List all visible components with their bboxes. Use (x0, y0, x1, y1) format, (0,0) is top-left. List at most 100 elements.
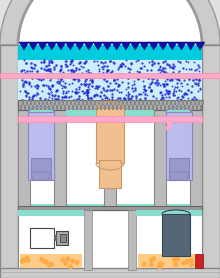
Point (64, 59, 68, 63)
Point (84, 58, 88, 63)
Polygon shape (28, 42, 38, 50)
Point (104, 95, 107, 100)
Point (54, 88, 57, 93)
Circle shape (42, 259, 47, 264)
Point (69, 94, 73, 98)
Point (90, 95, 93, 100)
Point (149, 88, 153, 93)
Point (70, 89, 74, 93)
Point (49, 67, 52, 71)
Bar (20, 254, 82, 268)
Point (88, 82, 91, 86)
Point (30, 64, 33, 69)
Point (72, 98, 76, 103)
Polygon shape (102, 42, 112, 50)
Point (84, 77, 88, 81)
Point (60, 95, 63, 99)
Point (48, 77, 52, 82)
Point (197, 69, 201, 73)
Point (90, 78, 94, 82)
Point (65, 62, 68, 67)
Point (143, 96, 147, 101)
Point (86, 92, 89, 97)
Point (198, 86, 202, 90)
Point (185, 67, 188, 72)
Polygon shape (0, 0, 220, 45)
Circle shape (151, 256, 156, 261)
Point (52, 94, 55, 98)
Point (144, 88, 147, 93)
Point (133, 88, 137, 93)
Point (33, 84, 36, 88)
Point (24, 60, 28, 65)
Point (102, 88, 105, 93)
Bar (78, 100, 80, 105)
Point (183, 90, 187, 95)
Point (155, 78, 158, 82)
Point (163, 66, 167, 70)
Point (169, 78, 172, 82)
Point (85, 73, 89, 77)
Circle shape (184, 260, 189, 265)
Point (87, 70, 91, 75)
Point (123, 97, 127, 101)
Point (57, 80, 61, 85)
Point (52, 67, 56, 71)
Point (75, 87, 78, 91)
Point (35, 86, 39, 90)
Point (76, 79, 79, 83)
Point (52, 64, 55, 69)
Point (72, 77, 75, 81)
Point (149, 81, 152, 86)
Point (98, 69, 101, 73)
Point (164, 88, 167, 92)
Point (196, 63, 200, 68)
Point (65, 63, 68, 68)
Point (171, 62, 174, 66)
Point (40, 89, 44, 93)
Point (139, 91, 143, 96)
Bar (184, 105, 186, 110)
Point (150, 87, 153, 92)
Point (56, 76, 60, 80)
Point (53, 97, 57, 102)
Point (159, 90, 162, 94)
Point (35, 83, 39, 88)
Point (109, 71, 112, 76)
Point (86, 68, 89, 73)
Point (110, 96, 114, 101)
Point (117, 83, 121, 87)
Bar (200, 105, 202, 110)
Point (86, 95, 90, 100)
Point (126, 85, 129, 89)
Point (126, 66, 130, 70)
Point (184, 71, 188, 76)
Point (117, 90, 120, 94)
Point (55, 88, 59, 92)
Point (119, 74, 122, 78)
Bar (118, 100, 120, 105)
Point (47, 66, 50, 71)
Point (176, 74, 179, 78)
Point (69, 59, 73, 63)
Point (166, 82, 169, 87)
Point (196, 81, 200, 86)
Point (83, 79, 87, 83)
Point (117, 82, 120, 86)
Point (83, 61, 86, 66)
Point (176, 75, 180, 79)
Bar (196, 105, 198, 110)
Point (158, 65, 162, 69)
Point (191, 77, 194, 82)
Bar (158, 100, 160, 105)
Point (179, 60, 182, 64)
Point (192, 98, 196, 102)
Point (163, 92, 167, 96)
Point (165, 62, 169, 66)
Point (97, 73, 101, 77)
Bar (74, 100, 76, 105)
Bar (164, 105, 166, 110)
Point (146, 76, 149, 80)
Point (156, 68, 160, 72)
Point (48, 61, 51, 65)
